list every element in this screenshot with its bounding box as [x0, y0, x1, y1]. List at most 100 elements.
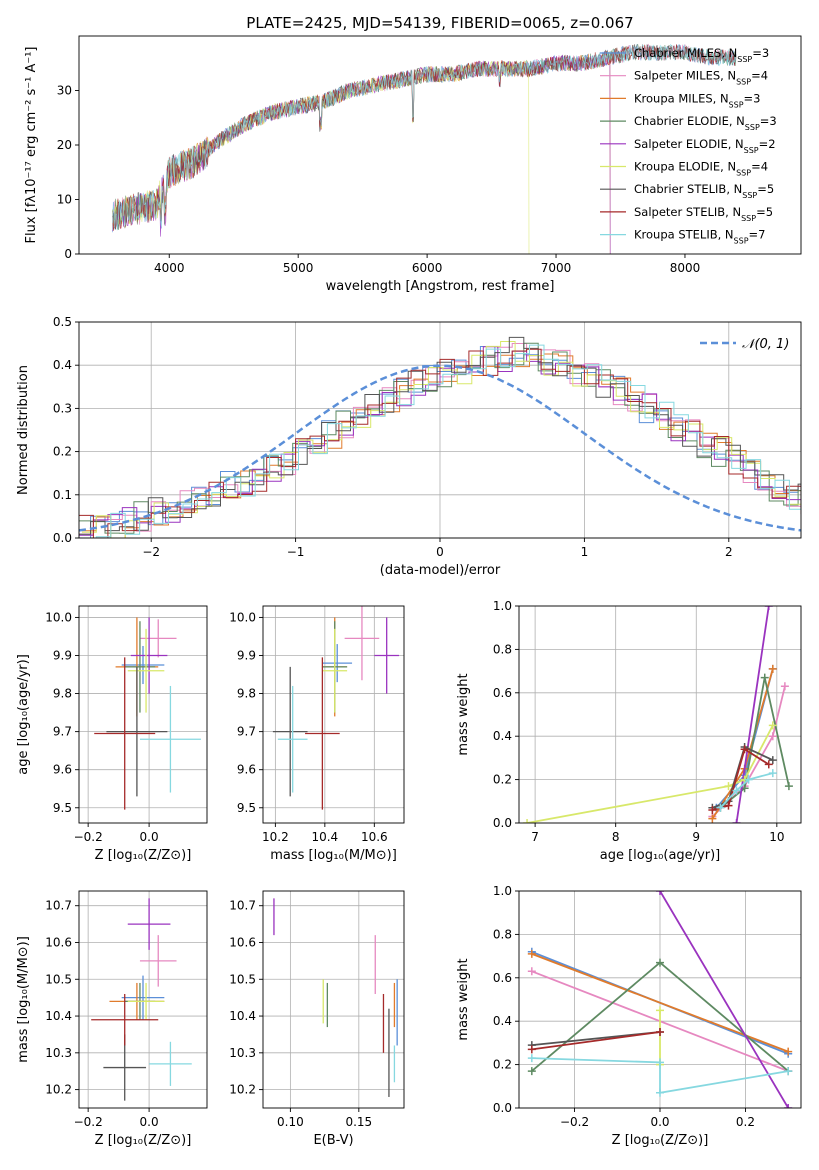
legend-entry: Salpeter ELODIE, NSSP=2 [634, 137, 776, 155]
mass_vs_ebv-axes [259, 890, 405, 1112]
tick-label-y: 10.5 [229, 972, 256, 986]
spectrum-ylabel: Flux [fλ10⁻¹⁷ erg cm⁻² s⁻¹ A⁻¹] [24, 47, 39, 244]
weight-marker [784, 1047, 793, 1056]
weight_vs_Z-axes [515, 890, 802, 1112]
spectrum-line-kroupa-miles [112, 50, 611, 254]
tick-label-x: 0.2 [736, 1115, 755, 1129]
tick-label-y: 0.4 [493, 1014, 512, 1028]
age_vs_mass-xlabel: mass [log₁₀(M/M⊙)] [270, 848, 397, 863]
figure-title: PLATE=2425, MJD=54139, FIBERID=0065, z=0… [246, 14, 633, 32]
tick-label-y: 0 [64, 247, 72, 261]
tick-label-x: 8 [612, 830, 620, 844]
weight-marker [656, 891, 664, 895]
tick-label-y: 10.7 [229, 899, 256, 913]
legend-entry: Chabrier MILES, NSSP=3 [634, 46, 769, 64]
legend-label-main: Chabrier MILES, N [634, 46, 737, 60]
age_vs_Z-ylabel: age [log₁₀(age/yr)] [16, 654, 31, 775]
weight_vs_age-frame [518, 605, 802, 824]
normal-curve [79, 364, 801, 532]
tick-label-y: 0.0 [493, 1101, 512, 1115]
tick-label-x: −0.2 [74, 830, 103, 844]
spectrum-line-kroupa-stelib [112, 44, 737, 231]
tick-label-x: 0.0 [650, 1115, 669, 1129]
tick-label-x: 7000 [541, 261, 572, 275]
weight-marker [523, 819, 532, 823]
legend-label-tail: =3 [752, 46, 769, 60]
tick-label-y: 0.4 [493, 729, 512, 743]
tick-label-y: 30 [57, 84, 72, 98]
legend-label-tail: =4 [751, 69, 768, 83]
tick-label-y: 10.6 [229, 935, 256, 949]
weight-marker [527, 967, 536, 976]
weight-line [526, 724, 774, 823]
legend-entry: Salpeter STELIB, NSSP=5 [634, 205, 773, 223]
weight-marker [764, 760, 773, 769]
mass_vs_ebv-frame [262, 890, 405, 1109]
age_vs_mass-axes [259, 605, 405, 827]
tick-label-x: 10.4 [311, 830, 338, 844]
tick-label-x: 9 [692, 830, 700, 844]
legend-entry: Kroupa ELODIE, NSSP=4 [634, 160, 768, 178]
tick-label-y: 10.4 [229, 1009, 256, 1023]
tick-label-x: 10.6 [361, 830, 388, 844]
weight-marker [527, 949, 536, 958]
mass_vs_Z-frame [78, 890, 208, 1109]
legend-label-tail: =3 [760, 114, 777, 128]
tick-label-y: 0.5 [53, 315, 72, 329]
weight-marker [768, 664, 777, 673]
weight-marker [716, 803, 725, 812]
tick-label-y: 1.0 [493, 884, 512, 898]
residuals-marks [79, 336, 801, 538]
legend-label-tail: =7 [749, 228, 766, 242]
weight-marker [656, 1028, 664, 1037]
tick-label-x: 2 [725, 545, 733, 559]
tick-label-x: 0.15 [345, 1115, 372, 1129]
weight-marker [656, 1088, 664, 1097]
legend-label-sub: SSP [742, 191, 757, 200]
weight-line [735, 606, 770, 823]
tick-label-y: 9.7 [53, 725, 72, 739]
weight_vs_Z-ylabel: mass weight [456, 958, 471, 1040]
age_vs_mass-marks [272, 606, 400, 810]
tick-label-x: −0.2 [74, 1115, 103, 1129]
tick-label-x: 8000 [670, 261, 701, 275]
weight-marker [768, 721, 777, 730]
tick-label-y: 9.6 [237, 763, 256, 777]
tick-label-y: 9.8 [53, 687, 72, 701]
weight-marker [527, 1045, 536, 1054]
tick-label-x: −2 [142, 545, 160, 559]
tick-label-y: 10.2 [45, 1083, 72, 1097]
mass_vs_Z-ylabel: mass [log₁₀(M/M⊙)] [16, 936, 31, 1063]
tick-label-y: 10.3 [229, 1046, 256, 1060]
tick-label-y: 0.2 [53, 445, 72, 459]
weight-marker [784, 1067, 793, 1076]
legend-entry: Kroupa MILES, NSSP=3 [634, 91, 760, 109]
tick-label-y: 0.3 [53, 401, 72, 415]
tick-label-y: 10.4 [45, 1009, 72, 1023]
tick-label-x: 10.2 [262, 830, 289, 844]
tick-label-x: 6000 [412, 261, 443, 275]
histogram-salpeter-stelib [79, 348, 801, 538]
tick-label-y: 1.0 [493, 599, 512, 613]
legend-label-main: Chabrier STELIB, N [634, 182, 742, 196]
weight-marker [724, 801, 733, 810]
legend-entry: Salpeter MILES, NSSP=4 [634, 69, 768, 87]
mass_vs_Z-axes [75, 890, 208, 1112]
legend-label-main: Kroupa ELODIE, N [634, 160, 736, 174]
spectrum-line-salpeter-stelib [112, 44, 737, 231]
residuals-ylabel: Normed distribution [16, 365, 31, 495]
age_vs_Z-xlabel: Z [log₁₀(Z/Z⊙)] [95, 848, 192, 863]
mass_vs_ebv-xlabel: E(B-V) [313, 1133, 353, 1148]
tick-label-y: 20 [57, 138, 72, 152]
tick-label-y: 0.8 [493, 927, 512, 941]
weight-line [531, 1057, 789, 1094]
weight-line [719, 772, 774, 809]
residuals-axes [75, 321, 802, 542]
legend-label-sub: SSP [736, 168, 751, 177]
legend-label-sub: SSP [736, 77, 751, 86]
tick-label-y: 0.2 [493, 1058, 512, 1072]
tick-label-x: 0.10 [277, 1115, 304, 1129]
legend-entry: Kroupa STELIB, NSSP=7 [634, 228, 765, 246]
histogram-kroupa-elodie [81, 341, 801, 538]
